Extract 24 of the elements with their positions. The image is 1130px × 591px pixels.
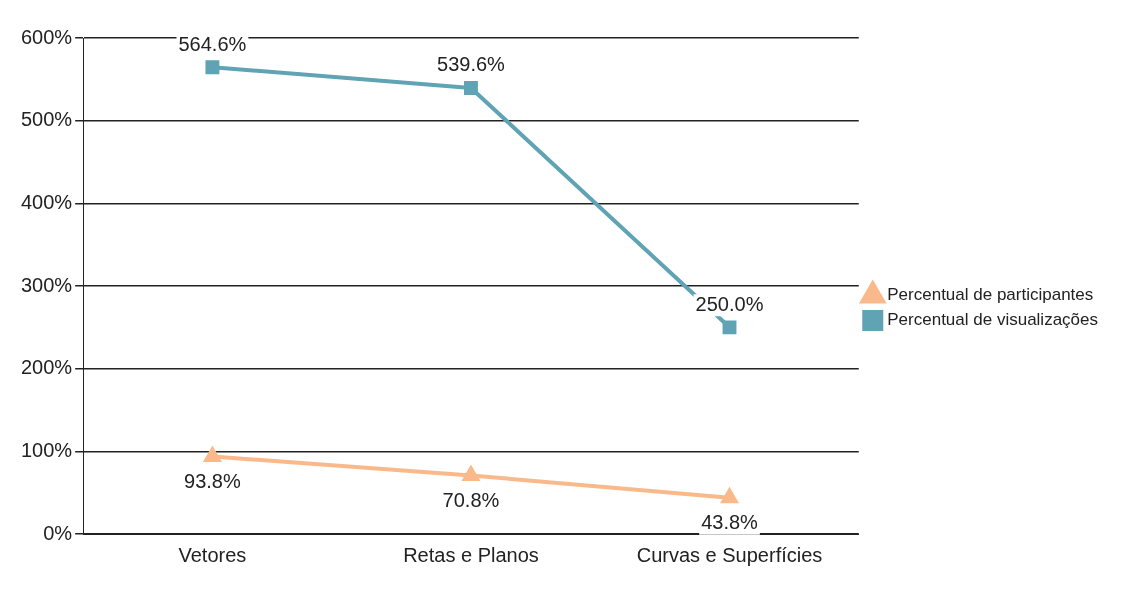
data-label: 539.6%	[437, 53, 506, 76]
data-label: 43.8%	[701, 511, 759, 534]
y-tick-label: 400%	[21, 190, 73, 213]
y-tick-label: 500%	[21, 108, 73, 131]
y-tick-label: 300%	[21, 273, 73, 296]
data-label: 70.8%	[442, 488, 500, 511]
y-tick-label: 600%	[21, 25, 73, 48]
legend-label: Percentual de visualizações	[887, 310, 1098, 330]
data-label: 250.0%	[695, 292, 764, 315]
data-label: 564.6%	[178, 32, 247, 55]
data-label: 93.8%	[184, 469, 241, 492]
point	[464, 80, 478, 95]
y-tick-label: 100%	[21, 438, 73, 461]
x-tick-label: Vetores	[178, 543, 247, 566]
x-tick-label: Retas e Planos	[403, 543, 539, 566]
point	[204, 447, 221, 462]
legend-label: Percentual de participantes	[887, 285, 1094, 305]
y-tick-label: 200%	[21, 356, 73, 379]
point	[721, 488, 738, 504]
point	[462, 466, 480, 481]
point	[722, 320, 737, 335]
point	[205, 60, 220, 75]
y-tick-label: 0%	[43, 521, 73, 544]
x-tick-label: Curvas e Superfícies	[636, 543, 823, 566]
